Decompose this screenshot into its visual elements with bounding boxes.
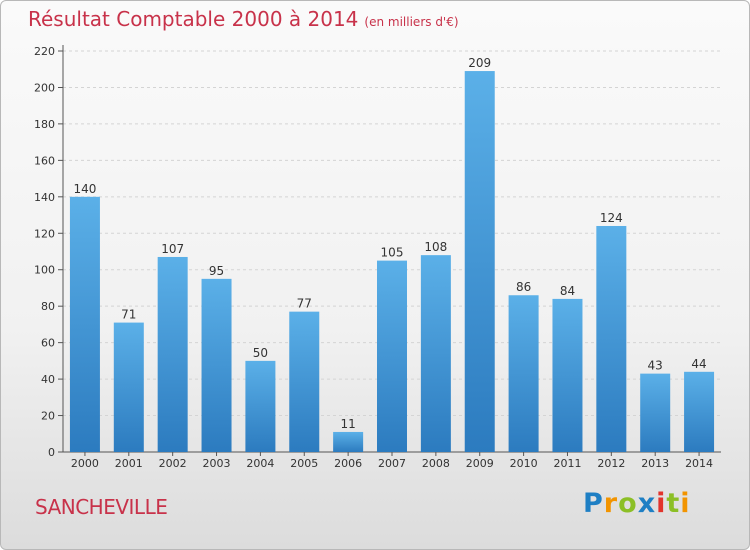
chart-title-text: Résultat Comptable 2000 à 2014 xyxy=(28,7,359,31)
x-tick-label: 2005 xyxy=(290,457,318,470)
y-tick-label: 120 xyxy=(34,227,55,240)
bar xyxy=(289,311,320,452)
y-tick-label: 160 xyxy=(34,154,55,167)
x-tick-label: 2007 xyxy=(378,457,406,470)
bar xyxy=(684,371,715,452)
proxiti-logo: Proxiti xyxy=(583,488,691,519)
logo-letter: i xyxy=(680,488,691,519)
x-tick-label: 2001 xyxy=(115,457,143,470)
x-tick-label: 2013 xyxy=(641,457,669,470)
y-tick-label: 200 xyxy=(34,81,55,94)
bar-value-label: 86 xyxy=(516,280,531,294)
logo-letter: o xyxy=(618,488,638,519)
x-tick-label: 2009 xyxy=(466,457,494,470)
bar-value-label: 44 xyxy=(691,357,706,371)
bar xyxy=(377,260,407,452)
bar xyxy=(333,431,364,452)
bar xyxy=(508,295,539,452)
y-tick-label: 0 xyxy=(48,446,55,459)
bar xyxy=(201,278,232,452)
x-tick-label: 2002 xyxy=(159,457,187,470)
bar-value-label: 108 xyxy=(424,240,447,254)
x-tick-label: 2012 xyxy=(597,457,625,470)
commune-name: SANCHEVILLE xyxy=(35,495,168,519)
x-tick-label: 2004 xyxy=(246,457,274,470)
bar-value-label: 71 xyxy=(121,308,136,322)
bar xyxy=(69,196,100,452)
bar-value-label: 11 xyxy=(340,417,355,431)
x-tick-label: 2003 xyxy=(203,457,231,470)
x-tick-label: 2000 xyxy=(71,457,99,470)
bar-value-label: 43 xyxy=(648,359,663,373)
bar-value-label: 209 xyxy=(468,56,491,70)
y-tick-label: 220 xyxy=(34,45,55,58)
x-tick-label: 2014 xyxy=(685,457,713,470)
bar-value-label: 84 xyxy=(560,284,575,298)
bar xyxy=(245,360,276,452)
logo-letter: t xyxy=(666,488,681,519)
bar xyxy=(157,256,188,452)
y-tick-label: 100 xyxy=(34,264,55,277)
bar-value-label: 140 xyxy=(73,182,96,196)
bar xyxy=(596,225,627,452)
y-tick-label: 140 xyxy=(34,191,55,204)
logo-letter: r xyxy=(603,488,619,519)
chart-subtitle: (en milliers d'€) xyxy=(364,15,459,29)
x-tick-label: 2011 xyxy=(553,457,581,470)
logo-letter: i xyxy=(656,488,667,519)
bar-value-label: 50 xyxy=(253,346,268,360)
x-tick-label: 2006 xyxy=(334,457,362,470)
bar-value-label: 105 xyxy=(381,246,404,260)
y-tick-label: 20 xyxy=(41,410,55,423)
x-tick-label: 2010 xyxy=(510,457,538,470)
y-tick-label: 60 xyxy=(41,337,55,350)
bar-value-label: 124 xyxy=(600,211,623,225)
y-tick-label: 40 xyxy=(41,373,55,386)
bar xyxy=(113,322,144,452)
chart-title: Résultat Comptable 2000 à 2014 (en millie… xyxy=(28,7,459,31)
bar-value-label: 95 xyxy=(209,264,224,278)
bar xyxy=(420,255,451,452)
bar-value-label: 77 xyxy=(297,297,312,311)
bar xyxy=(552,298,583,452)
logo-letter: P xyxy=(583,488,604,519)
bar-value-label: 107 xyxy=(161,242,184,256)
logo-letter: x xyxy=(637,488,657,519)
x-tick-label: 2008 xyxy=(422,457,450,470)
y-tick-label: 180 xyxy=(34,118,55,131)
bar xyxy=(640,373,671,452)
bar xyxy=(464,71,495,453)
y-tick-label: 80 xyxy=(41,300,55,313)
